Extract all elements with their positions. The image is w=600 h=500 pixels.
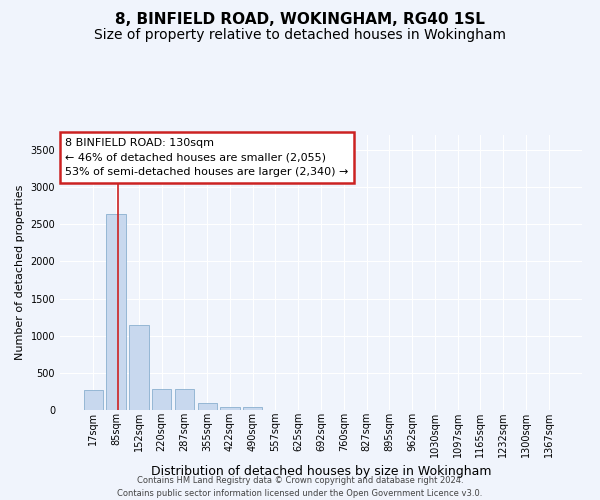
Bar <box>129 326 149 410</box>
Text: 8 BINFIELD ROAD: 130sqm
← 46% of detached houses are smaller (2,055)
53% of semi: 8 BINFIELD ROAD: 130sqm ← 46% of detache… <box>65 138 349 177</box>
Y-axis label: Number of detached properties: Number of detached properties <box>15 185 25 360</box>
Bar <box>243 408 262 410</box>
Bar <box>175 389 194 410</box>
Bar <box>197 404 217 410</box>
Bar <box>152 389 172 410</box>
Bar <box>220 406 239 410</box>
Bar <box>106 214 126 410</box>
Text: Contains HM Land Registry data © Crown copyright and database right 2024.
Contai: Contains HM Land Registry data © Crown c… <box>118 476 482 498</box>
Bar <box>84 390 103 410</box>
X-axis label: Distribution of detached houses by size in Wokingham: Distribution of detached houses by size … <box>151 465 491 478</box>
Text: Size of property relative to detached houses in Wokingham: Size of property relative to detached ho… <box>94 28 506 42</box>
Text: 8, BINFIELD ROAD, WOKINGHAM, RG40 1SL: 8, BINFIELD ROAD, WOKINGHAM, RG40 1SL <box>115 12 485 28</box>
